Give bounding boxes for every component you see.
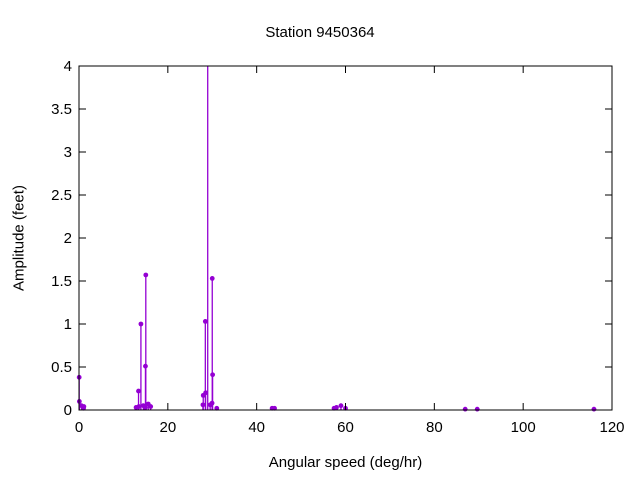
y-tick-label: 1.5: [51, 273, 72, 290]
x-tick-label: 120: [599, 419, 625, 436]
data-point: [209, 276, 215, 281]
data-point: [334, 405, 339, 410]
data-point: [210, 372, 216, 378]
y-tick-label: 2: [63, 230, 72, 247]
data-point: [338, 403, 344, 409]
data-point: [81, 404, 87, 409]
y-tick-label: 3.5: [51, 101, 72, 118]
x-tick-label: 20: [159, 419, 177, 436]
data-point: [148, 404, 154, 409]
data-point: [591, 406, 597, 412]
data-point: [136, 404, 142, 409]
data-point: [143, 272, 149, 278]
data-point: [462, 406, 468, 412]
y-tick-label: 0: [63, 402, 72, 419]
data-point: [214, 405, 220, 411]
x-axis-label: Angular speed (deg/hr): [268, 454, 423, 471]
data-point: [203, 390, 209, 396]
y-tick-label: 2.5: [51, 187, 72, 204]
x-tick-label: 0: [74, 419, 84, 436]
y-tick-label: 0.5: [51, 359, 72, 376]
x-tick-label: 60: [337, 419, 354, 436]
x-tick-label: 40: [248, 419, 265, 436]
data-point: [202, 319, 208, 324]
data-point: [272, 405, 277, 411]
x-tick-label: 100: [510, 419, 536, 436]
data-point: [474, 406, 480, 412]
plot-border: [78, 65, 613, 411]
y-tick-label: 3: [63, 144, 72, 161]
x-tick-label: 80: [425, 419, 443, 436]
y-tick-label: 4: [63, 58, 72, 75]
data-point: [136, 388, 141, 394]
chart-title: Station 9450364: [265, 24, 375, 41]
data-point: [138, 321, 144, 327]
y-tick-label: 1: [63, 316, 72, 333]
